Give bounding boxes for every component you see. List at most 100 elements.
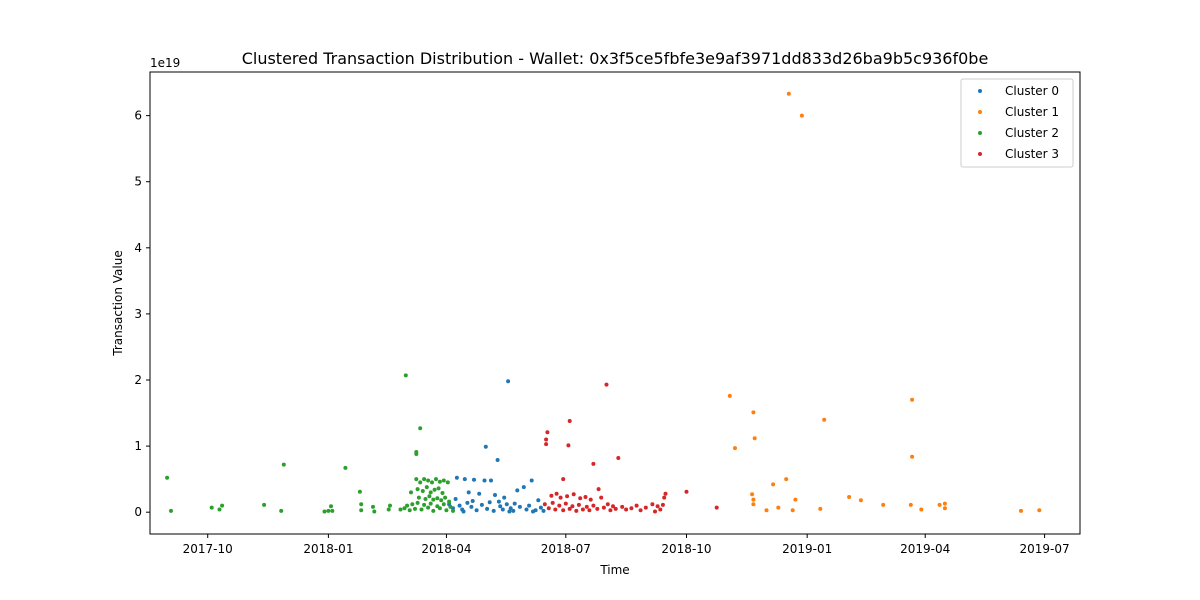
data-point <box>451 508 455 513</box>
data-point <box>662 495 667 500</box>
data-point <box>422 502 427 507</box>
data-point <box>424 485 429 490</box>
data-point <box>485 506 490 511</box>
legend: Cluster 0 Cluster 1 Cluster 2 Cluster 3 <box>960 78 1074 168</box>
data-point <box>329 504 333 509</box>
data-point <box>605 502 610 507</box>
y-tick-label: 0 <box>134 505 142 519</box>
data-point <box>441 502 446 507</box>
data-point <box>440 491 445 495</box>
data-point <box>330 508 335 513</box>
data-point <box>544 442 549 447</box>
data-point <box>521 485 526 490</box>
data-point <box>441 478 446 483</box>
data-point <box>776 505 781 510</box>
data-point <box>910 454 915 459</box>
data-point <box>580 507 585 512</box>
data-point <box>847 495 852 499</box>
data-point <box>472 477 476 482</box>
data-point <box>566 443 571 448</box>
data-point <box>818 506 823 511</box>
data-point <box>439 498 444 503</box>
data-point <box>624 507 629 512</box>
axes-frame <box>149 71 1081 535</box>
data-point <box>655 504 660 509</box>
y-axis: 0 1 2 3 4 5 6 <box>134 109 150 519</box>
data-point <box>538 505 543 510</box>
data-point <box>919 507 924 512</box>
data-point <box>567 506 572 511</box>
data-point <box>554 491 559 496</box>
data-point <box>549 493 554 498</box>
data-point <box>477 491 482 496</box>
data-point <box>496 499 501 504</box>
data-point <box>418 480 423 485</box>
data-point <box>372 509 377 514</box>
data-point <box>443 495 448 500</box>
data-point <box>437 479 442 484</box>
data-point <box>546 506 551 511</box>
data-point <box>405 503 410 508</box>
data-point <box>426 478 431 483</box>
data-point <box>942 506 947 511</box>
data-point <box>326 508 331 513</box>
data-point <box>544 437 549 442</box>
data-point <box>506 379 511 384</box>
data-point <box>511 508 516 513</box>
data-point <box>209 505 214 510</box>
data-point <box>663 491 668 496</box>
data-point <box>388 503 392 508</box>
legend-label-cluster-0: Cluster 0 <box>1005 84 1059 98</box>
data-point <box>430 480 434 485</box>
data-point <box>611 504 615 509</box>
data-point <box>447 499 452 504</box>
data-point <box>561 477 566 482</box>
data-point <box>584 504 589 509</box>
legend-label-cluster-1: Cluster 1 <box>1005 105 1059 119</box>
data-point <box>281 462 286 467</box>
data-point <box>502 495 507 500</box>
data-point <box>431 497 436 502</box>
data-point <box>524 507 529 512</box>
data-point <box>461 509 466 514</box>
plot-area <box>165 91 1042 514</box>
data-point <box>498 504 503 509</box>
data-point <box>629 506 634 511</box>
data-point <box>1019 508 1023 513</box>
y-tick-label: 6 <box>134 109 142 123</box>
data-point <box>493 493 497 497</box>
data-point <box>465 500 470 505</box>
data-point <box>416 495 421 500</box>
data-point <box>454 475 459 480</box>
data-point <box>599 495 604 500</box>
data-point <box>608 508 613 513</box>
data-point <box>536 498 541 503</box>
series-cluster-2 <box>165 373 455 514</box>
data-point <box>550 500 555 505</box>
data-point <box>771 482 776 487</box>
data-point <box>512 501 517 506</box>
data-point <box>504 502 509 507</box>
data-point <box>403 373 408 378</box>
data-point <box>428 490 433 495</box>
data-point <box>357 489 362 494</box>
data-point <box>470 499 475 503</box>
data-point <box>508 506 513 511</box>
data-point <box>415 500 420 505</box>
data-point <box>279 508 284 513</box>
data-point <box>444 508 449 513</box>
x-tick-label: 2018-07 <box>541 542 591 556</box>
series-cluster-3 <box>542 382 719 514</box>
data-point <box>426 505 431 510</box>
data-point <box>790 508 795 513</box>
data-point <box>491 508 496 513</box>
y-tick-label: 1 <box>134 439 142 453</box>
data-point <box>359 508 364 513</box>
data-point <box>436 486 441 491</box>
data-point <box>733 446 737 451</box>
data-point <box>453 497 458 501</box>
data-point <box>427 494 432 499</box>
data-point <box>500 507 505 512</box>
data-point <box>322 509 327 514</box>
data-point <box>419 507 424 512</box>
